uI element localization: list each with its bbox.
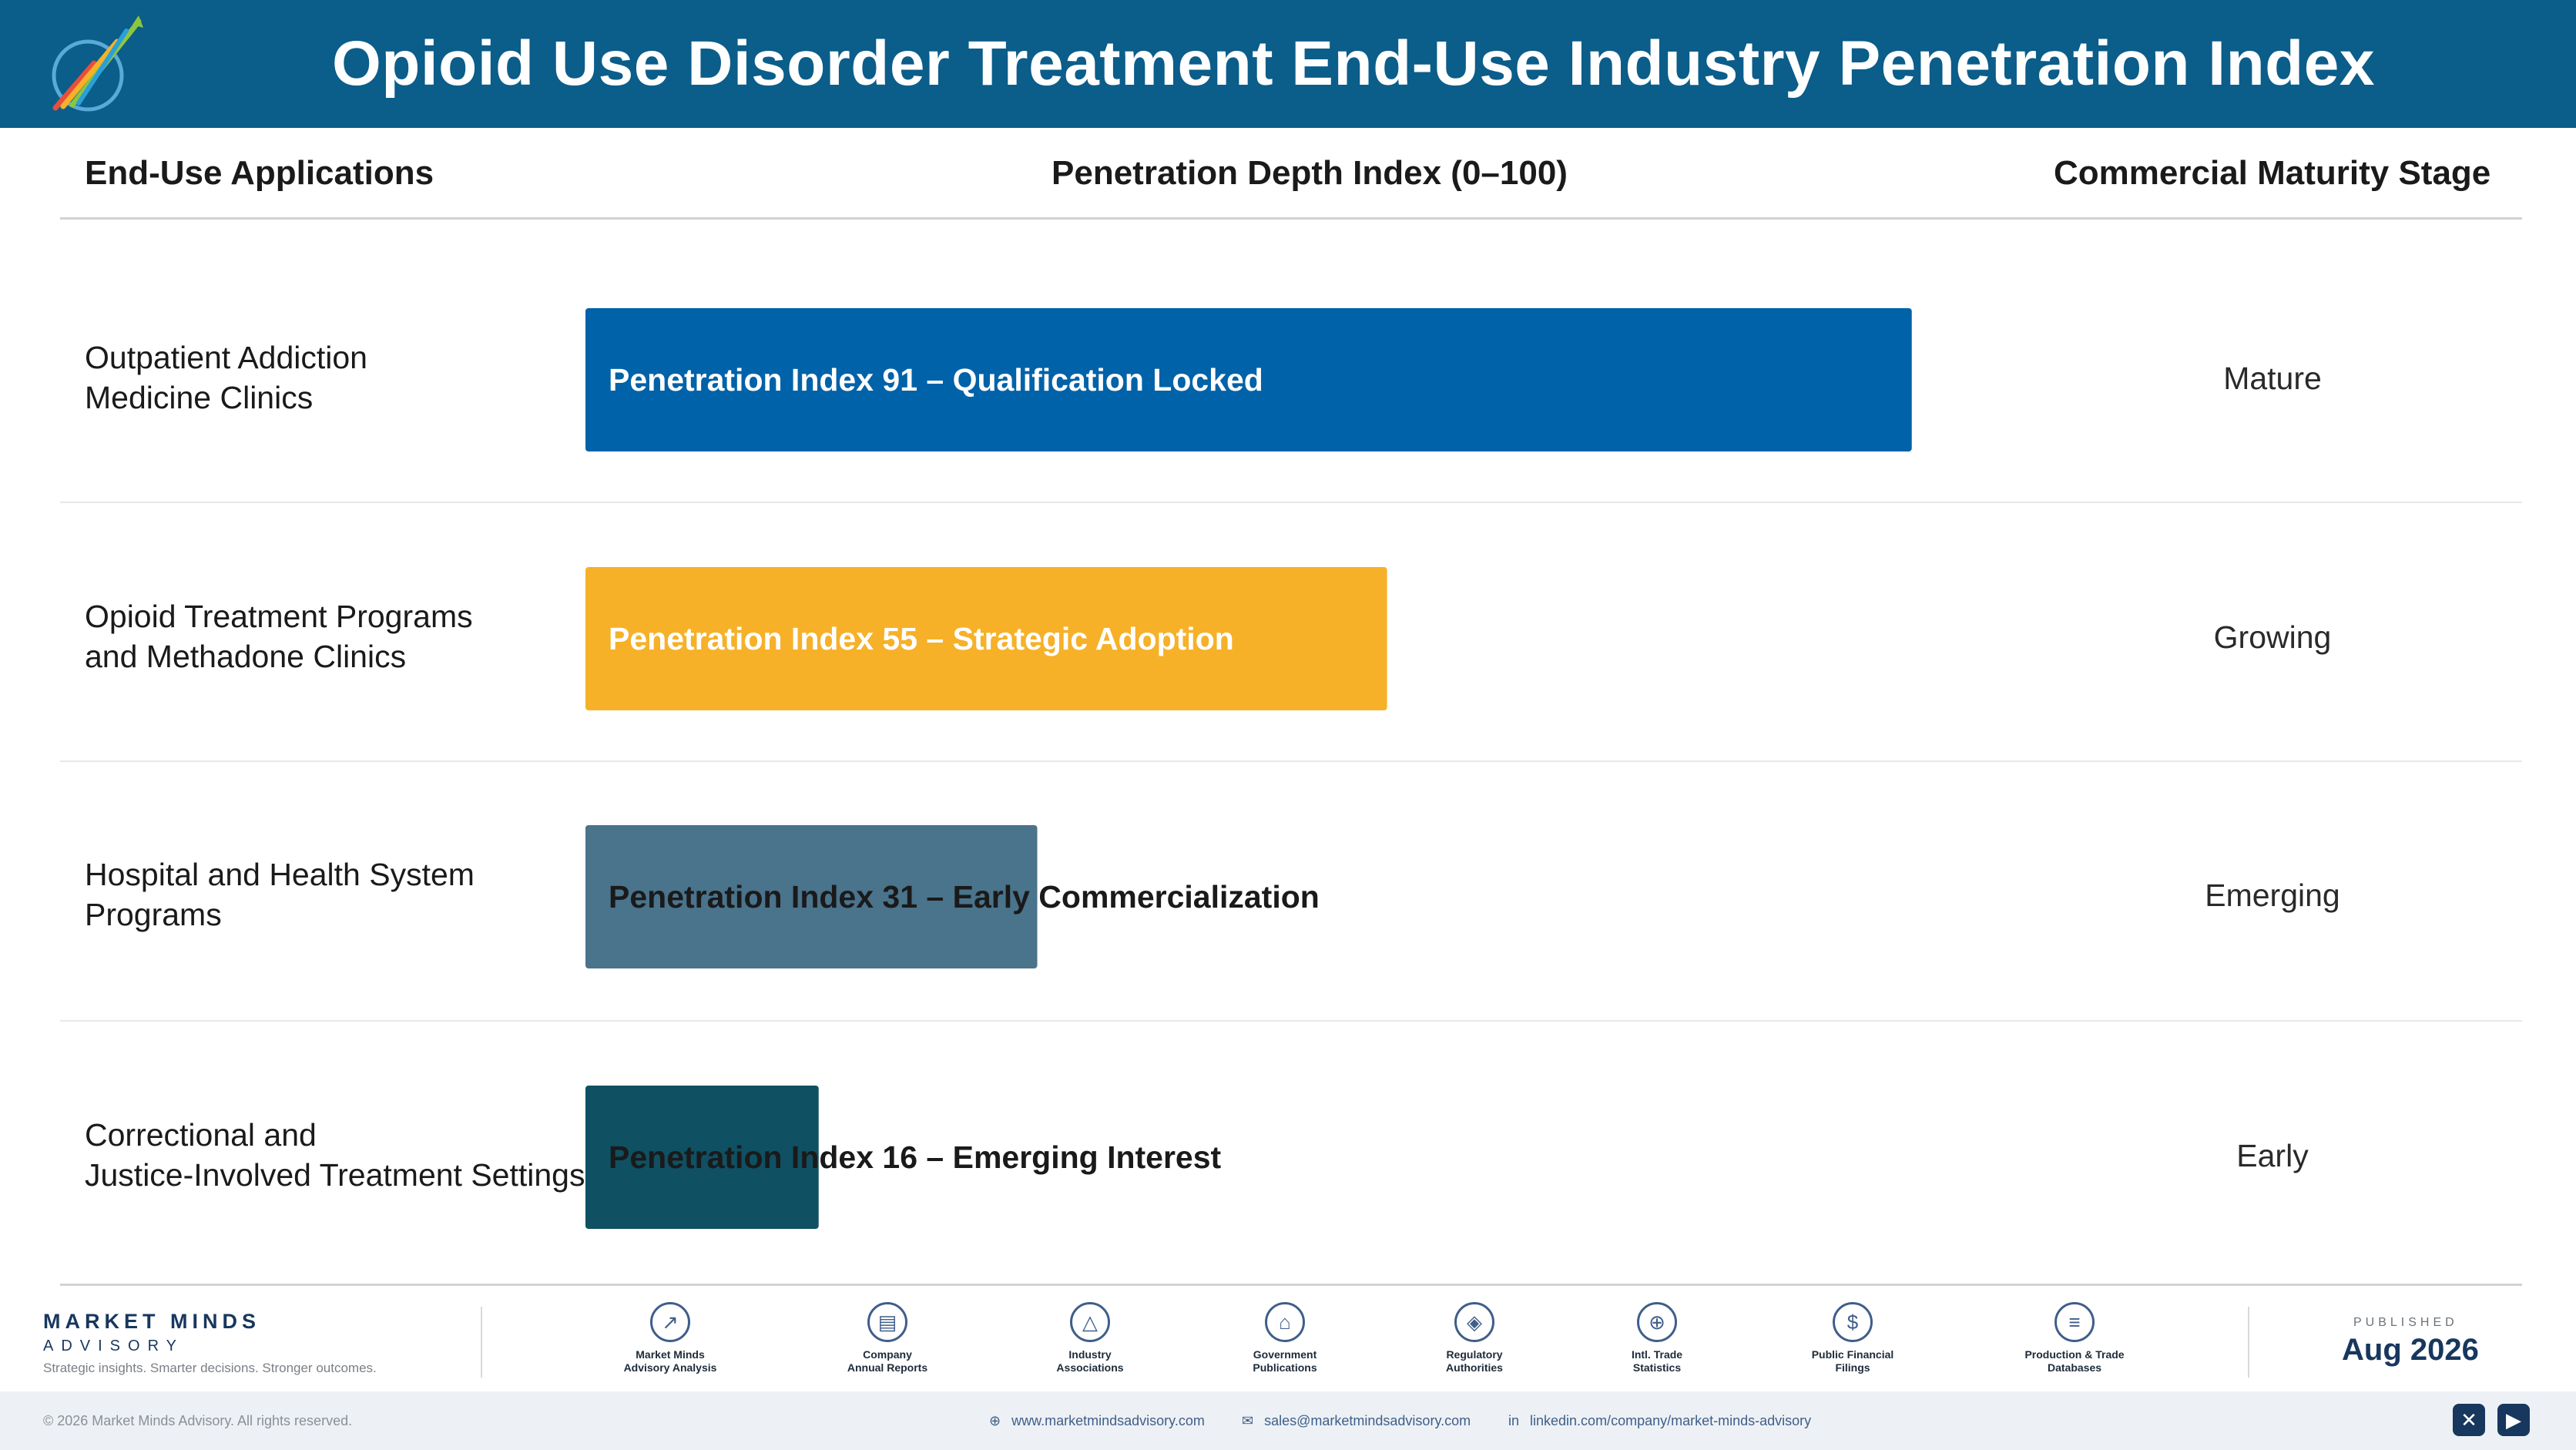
mail-icon: ✉ <box>1242 1413 1254 1428</box>
page-title: Opioid Use Disorder Treatment End-Use In… <box>332 29 2375 99</box>
shield-icon: ◈ <box>1454 1302 1494 1342</box>
column-header-stage: Commercial Maturity Stage <box>2054 154 2491 192</box>
company-logo-icon <box>52 15 143 112</box>
source-industry-associations: △ Industry Associations <box>1013 1302 1167 1374</box>
document-icon: ▤ <box>867 1302 907 1342</box>
source-label: Government Publications <box>1253 1348 1317 1374</box>
row-label-outpatient: Outpatient Addiction Medicine Clinics <box>85 340 367 415</box>
source-label: Production & Trade Databases <box>2024 1348 2125 1374</box>
linkedin-text[interactable]: linkedin.com/company/market-minds-adviso… <box>1530 1413 1812 1428</box>
row-label-otp: Opioid Treatment Programs and Methadone … <box>85 599 473 674</box>
source-label: Company Annual Reports <box>847 1348 928 1374</box>
source-label: Regulatory Authorities <box>1446 1348 1503 1374</box>
column-header-index: Penetration Depth Index (0–100) <box>1052 154 1568 192</box>
network-icon: △ <box>1070 1302 1110 1342</box>
bar <box>585 825 1038 968</box>
youtube-social-icon[interactable]: ▶ <box>2497 1404 2530 1436</box>
column-header-applications: End-Use Applications <box>85 154 434 192</box>
source-financial-filings: $ Public Financial Filings <box>1776 1302 1930 1374</box>
bar <box>585 567 1387 710</box>
globe-icon: ⊕ <box>1637 1302 1677 1342</box>
row-label-hospital: Hospital and Health System Programs <box>85 857 475 932</box>
stage-value-otp: Growing <box>2213 619 2332 655</box>
email-text[interactable]: sales@marketmindsadvisory.com <box>1264 1413 1471 1428</box>
database-icon: ≡ <box>2054 1302 2095 1342</box>
website-text[interactable]: www.marketmindsadvisory.com <box>1011 1413 1205 1428</box>
footer-tagline: Strategic insights. Smarter decisions. S… <box>43 1361 377 1375</box>
source-government-publications: ⌂ Government Publications <box>1208 1302 1362 1374</box>
header-divider <box>60 217 2522 220</box>
trend-icon: ↗ <box>650 1302 690 1342</box>
source-market-minds: ↗ Market Minds Advisory Analysis <box>593 1302 747 1374</box>
published-label: PUBLISHED <box>2353 1316 2458 1329</box>
footer-brand-sub: ADVISORY <box>43 1338 184 1354</box>
row-label-correctional: Correctional and Justice-Involved Treatm… <box>85 1117 585 1193</box>
source-trade-databases: ≡ Production & Trade Databases <box>1997 1302 2152 1374</box>
bar-label: Penetration Index 16 – Emerging Interest <box>609 1140 1222 1175</box>
linkedin-icon: in <box>1508 1413 1520 1428</box>
government-icon: ⌂ <box>1265 1302 1305 1342</box>
source-trade-statistics: ⊕ Intl. Trade Statistics <box>1580 1302 1734 1374</box>
source-label: Intl. Trade Statistics <box>1631 1348 1683 1374</box>
website-link[interactable]: ⊕ www.marketmindsadvisory.com <box>989 1413 1205 1429</box>
published-date: Aug 2026 <box>2342 1333 2479 1367</box>
dollar-icon: $ <box>1833 1302 1873 1342</box>
footer-divider <box>481 1307 482 1378</box>
row-divider <box>60 760 2522 762</box>
table-bottom-divider <box>60 1284 2522 1286</box>
x-social-icon[interactable]: ✕ <box>2453 1404 2485 1436</box>
source-regulatory-authorities: ◈ Regulatory Authorities <box>1397 1302 1551 1374</box>
bar-label: Penetration Index 91 – Qualification Loc… <box>609 362 1263 398</box>
bar <box>585 1086 819 1229</box>
copyright-text: © 2026 Market Minds Advisory. All rights… <box>43 1413 353 1428</box>
footer-divider <box>2248 1307 2249 1378</box>
bar-label: Penetration Index 31 – Early Commerciali… <box>609 879 1320 915</box>
stage-value-outpatient: Mature <box>2223 361 2322 396</box>
footer-bottom-bar <box>0 1391 2576 1450</box>
header-banner: Opioid Use Disorder Treatment End-Use In… <box>0 0 2576 128</box>
row-divider <box>60 502 2522 503</box>
bar <box>585 308 1912 451</box>
footer-brand-name: MARKET MINDS <box>43 1310 260 1333</box>
stage-value-correctional: Early <box>2236 1138 2309 1173</box>
source-annual-reports: ▤ Company Annual Reports <box>810 1302 964 1374</box>
stage-value-hospital: Emerging <box>2205 878 2340 913</box>
linkedin-link[interactable]: in linkedin.com/company/market-minds-advi… <box>1508 1413 1811 1429</box>
source-label: Public Financial Filings <box>1811 1348 1894 1374</box>
source-label: Industry Associations <box>1056 1348 1124 1374</box>
email-link[interactable]: ✉ sales@marketmindsadvisory.com <box>1242 1413 1471 1429</box>
source-label: Market Minds Advisory Analysis <box>623 1348 717 1374</box>
globe-icon: ⊕ <box>989 1413 1001 1428</box>
bar-label: Penetration Index 55 – Strategic Adoptio… <box>609 621 1234 656</box>
row-divider <box>60 1020 2522 1022</box>
